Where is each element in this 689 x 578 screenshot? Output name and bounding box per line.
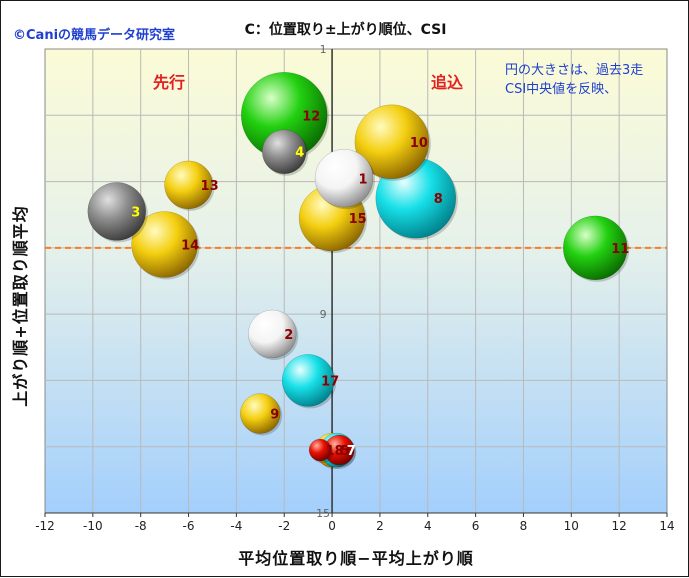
bubble-label-4: 4 — [295, 146, 304, 161]
bubble-label-15: 15 — [349, 212, 367, 227]
copyright-text: ©Caniの競馬データ研究室 — [13, 28, 176, 43]
x-tick-label: 14 — [659, 519, 674, 533]
x-tick-label: 12 — [612, 519, 627, 533]
y-tick-label: 1 — [320, 43, 327, 56]
bubble-label-7: 7 — [347, 444, 356, 459]
bubble-label-11: 11 — [611, 242, 629, 257]
x-tick-label: 2 — [376, 519, 384, 533]
bubble-label-17: 17 — [321, 374, 339, 389]
bubble-18 — [308, 438, 332, 462]
bubble-label-12: 12 — [302, 109, 320, 124]
bubble-label-1: 1 — [359, 172, 368, 187]
bubble-14 — [131, 211, 198, 278]
x-tick-label: -8 — [135, 519, 147, 533]
bubble-label-13: 13 — [201, 179, 219, 194]
bubble-9 — [240, 393, 281, 434]
size-note-line-2: CSI中央値を反映、 — [505, 82, 618, 97]
size-note: 円の大きさは、過去3走 CSI中央値を反映、 — [505, 61, 643, 99]
y-tick-label: 9 — [320, 308, 327, 321]
x-tick-label: 8 — [520, 519, 528, 533]
bubble-11 — [562, 215, 628, 281]
bubble-2 — [248, 309, 297, 359]
x-tick-labels: -12 -10 -8 -6 -4 -2 0 2 4 6 8 10 12 14 — [35, 513, 675, 533]
plot-area — [44, 48, 668, 514]
bubble-label-18: 18 — [326, 444, 344, 459]
x-tick-label: -2 — [278, 519, 290, 533]
size-note-line-1: 円の大きさは、過去3走 — [505, 63, 644, 78]
x-tick-label: 4 — [424, 519, 432, 533]
x-tick-label: -6 — [183, 519, 195, 533]
bubble-label-3: 3 — [131, 205, 140, 220]
quadrant-label-right: 追込 — [431, 73, 464, 92]
bubble-label-8: 8 — [434, 192, 443, 207]
bubble-17 — [281, 354, 335, 407]
bubble-label-10: 10 — [410, 136, 428, 151]
bubble-13 — [164, 160, 213, 210]
x-tick-label: -12 — [35, 519, 55, 533]
x-tick-label: 0 — [328, 519, 336, 533]
bubble-10 — [354, 104, 430, 180]
x-tick-label: 6 — [472, 519, 480, 533]
bubble-3 — [87, 182, 147, 241]
x-tick-label: -4 — [230, 519, 242, 533]
y-axis-label: 上がり順+位置取り順平均 — [11, 205, 30, 407]
chart-title: C：位置取り±上がり順位、CSI — [244, 22, 447, 38]
y-tick-label: 15 — [316, 507, 330, 520]
bubble-label-2: 2 — [284, 328, 293, 343]
bubble-label-9: 9 — [270, 408, 279, 423]
x-axis-label: 平均位置取り順−平均上がり順 — [238, 549, 474, 568]
quadrant-label-left: 先行 — [153, 73, 186, 92]
x-tick-label: 10 — [564, 519, 579, 533]
x-tick-label: -10 — [83, 519, 103, 533]
bubble-4 — [261, 129, 307, 174]
bubble-label-6: 6 — [345, 444, 354, 459]
bubble-label-14: 14 — [181, 239, 199, 254]
bubble-label-5: 5 — [341, 444, 350, 459]
bubble-1 — [314, 149, 374, 208]
